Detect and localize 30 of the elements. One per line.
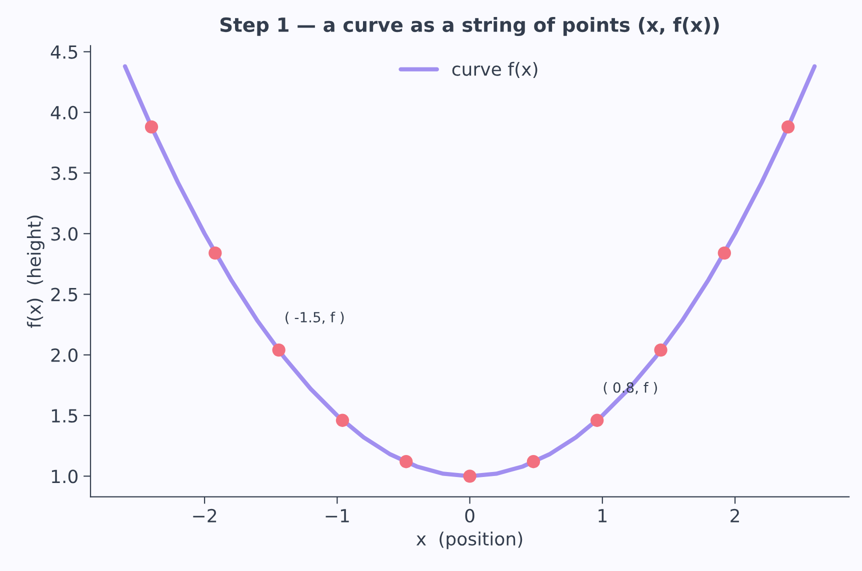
y-tick-label: 2.5 [51, 288, 78, 302]
point [208, 246, 222, 260]
x-tick-label: 0 [465, 508, 474, 523]
y-tick-label: 2.0 [51, 348, 78, 362]
y-axis-title: f(x) (height) [26, 216, 44, 328]
y-tick-label: 3.0 [51, 227, 78, 241]
point [336, 414, 350, 427]
y-tick-label: 4.0 [50, 106, 78, 120]
x-tick-label: −2 [193, 508, 216, 522]
point [144, 120, 158, 134]
chart-title: Step 1 — a curve as a string of points (x, f(x)) [220, 17, 719, 36]
point [463, 470, 476, 483]
x-tick-label: −1 [326, 509, 349, 522]
legend-label: curve f(x) [452, 62, 538, 78]
x-tick-label: 1 [598, 509, 606, 522]
y-tick-label: 3.5 [51, 166, 78, 180]
x-tick-label: 2 [730, 508, 739, 522]
point [654, 343, 668, 357]
annotation: ( -1.5, f ) [286, 312, 344, 324]
point [781, 120, 795, 134]
point [272, 343, 286, 357]
point [718, 246, 731, 260]
x-axis-title: x (position) [416, 532, 522, 550]
annotation: ( 0.8, f ) [604, 382, 657, 394]
y-tick-label: 1.5 [52, 409, 78, 423]
point [400, 455, 413, 468]
y-tick-label: 4.5 [50, 45, 78, 59]
point [590, 414, 604, 427]
point [526, 455, 540, 468]
y-tick-label: 1.0 [52, 470, 78, 484]
